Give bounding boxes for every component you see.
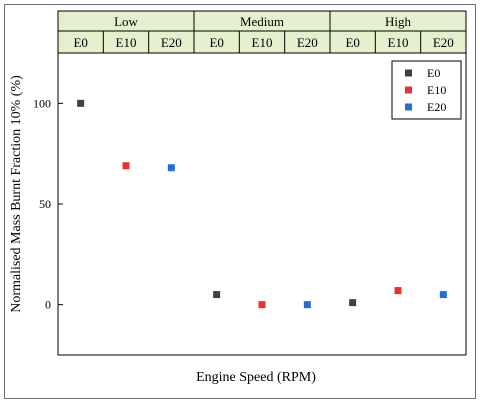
data-point-e0 xyxy=(77,99,85,107)
y-axis-title: Normalised Mass Burnt Fraction 10% (%) xyxy=(9,75,24,313)
data-point-e0 xyxy=(349,299,357,307)
data-point-e0 xyxy=(213,291,221,299)
legend-swatch-e20 xyxy=(405,103,412,111)
category-header: Low Medium High E0 E10 E20 E0 E10 E20 E0 E10 E20 xyxy=(57,10,467,54)
group-label-medium: Medium xyxy=(240,14,284,29)
legend-swatch-e0 xyxy=(405,69,412,77)
category-label: E20 xyxy=(297,35,318,50)
legend-box xyxy=(391,60,462,120)
legend-label-e20: E20 xyxy=(427,100,446,114)
data-point-e10 xyxy=(258,301,266,309)
legend-swatch-e10 xyxy=(405,86,412,94)
data-point-e20 xyxy=(439,291,447,299)
category-label: E10 xyxy=(388,35,409,50)
category-label: E10 xyxy=(116,35,137,50)
category-label: E0 xyxy=(209,35,223,50)
data-point-e10 xyxy=(122,162,130,170)
category-label: E0 xyxy=(345,35,359,50)
header-background xyxy=(57,10,467,54)
category-label: E10 xyxy=(252,35,273,50)
group-label-low: Low xyxy=(114,14,138,29)
data-point-e20 xyxy=(167,164,175,172)
category-label: E20 xyxy=(161,35,182,50)
data-point-e20 xyxy=(303,301,311,309)
y-axis: 0 50 100 xyxy=(33,96,63,312)
x-axis-title: Engine Speed (RPM) xyxy=(196,370,316,385)
data-points xyxy=(77,99,447,309)
legend: E0 E10 E20 xyxy=(391,60,462,120)
category-label: E0 xyxy=(73,35,87,50)
data-point-e10 xyxy=(394,287,402,295)
legend-label-e10: E10 xyxy=(427,83,446,97)
y-tick-label: 50 xyxy=(39,197,51,211)
category-label: E20 xyxy=(433,35,454,50)
legend-label-e0: E0 xyxy=(427,66,440,80)
y-tick-label: 100 xyxy=(33,96,51,110)
group-label-high: High xyxy=(385,14,412,29)
y-tick-label: 0 xyxy=(45,298,51,312)
